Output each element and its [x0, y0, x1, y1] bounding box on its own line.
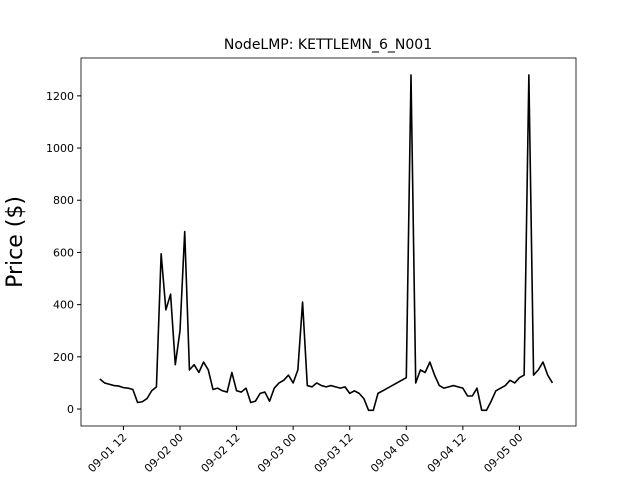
- x-tick-label: 09-03 12: [312, 431, 356, 475]
- y-tick-label: 1000: [46, 142, 74, 155]
- x-tick-label: 09-05 00: [481, 431, 525, 475]
- x-tick-label: 09-04 12: [425, 431, 469, 475]
- y-tick-label: 400: [53, 299, 74, 312]
- plot-frame: [80, 57, 577, 427]
- x-tick-label: 09-01 12: [85, 431, 129, 475]
- chart-title: NodeLMP: KETTLEMN_6_N001: [224, 37, 432, 53]
- x-tick-label: 09-03 00: [255, 431, 299, 475]
- y-tick-label: 200: [53, 351, 74, 364]
- y-axis-label: Price ($): [3, 196, 28, 288]
- y-tick-label: 1200: [46, 90, 74, 103]
- y-tick-label: 800: [53, 194, 74, 207]
- x-tick-label: 09-02 00: [142, 431, 186, 475]
- price-line: [99, 74, 554, 412]
- x-tick-label: 09-02 12: [199, 431, 243, 475]
- y-tick-label: 0: [67, 403, 74, 416]
- y-tick-label: 600: [53, 246, 74, 259]
- x-tick-label: 09-04 00: [368, 431, 412, 475]
